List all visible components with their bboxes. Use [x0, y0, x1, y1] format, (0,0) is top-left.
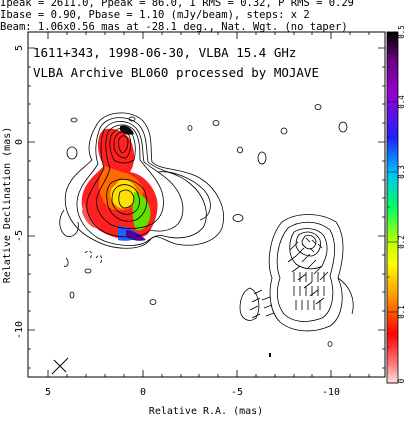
- header-peak-rms: Ipeak = 2611.0, Ppeak = 86.0, I RMS = 0.…: [0, 0, 355, 9]
- colorbar-ticks: [387, 31, 398, 384]
- axis-ticks: [28, 32, 385, 377]
- colorbar-tick-label: 0.1: [397, 305, 406, 319]
- contour-extension-east: [157, 171, 211, 221]
- inset-contour-4: [295, 231, 321, 257]
- y-axis-title: Relative Declination (mas): [2, 127, 13, 284]
- inset-contour-west: [239, 287, 260, 321]
- small-mark: [269, 353, 271, 357]
- beam-cross-marker: [51, 357, 69, 375]
- colorbar-tick-label: 0.4: [397, 95, 406, 109]
- contour-jet-3: [118, 189, 135, 209]
- plot-frame: [27, 31, 386, 378]
- inset-contour-tail: [337, 277, 354, 315]
- map-content: [51, 104, 354, 375]
- colorbar-tick-label: 0: [397, 378, 406, 383]
- polarization-colour-patch: [81, 125, 158, 241]
- contour-level-2: [76, 117, 207, 246]
- polarization-inset: [239, 214, 354, 332]
- contour-jet-1: [106, 178, 148, 222]
- contour-core-3: [118, 135, 129, 154]
- contour-level-4: [96, 124, 164, 229]
- total-intensity-contours: [59, 112, 224, 249]
- x-tick-label: 0: [140, 387, 146, 398]
- x-tick-label: -10: [322, 387, 340, 398]
- inset-contour-1: [268, 214, 344, 332]
- pol-region-green: [132, 192, 151, 231]
- contour-core-1: [109, 127, 136, 164]
- y-tick-label: 5: [14, 45, 25, 51]
- contour-jet-2: [111, 184, 140, 215]
- contour-level-3: [86, 121, 184, 238]
- header-beam: Beam: 1.06x0.56 mas at -28.1 deg., Nat. …: [0, 21, 348, 33]
- contour-level-1: [64, 112, 224, 249]
- colorbar-tick-label: 0.3: [397, 165, 406, 179]
- pol-region-violet: [126, 230, 146, 241]
- pol-region-red-edge: [82, 200, 100, 229]
- x-axis-title: Relative R.A. (mas): [149, 406, 263, 417]
- colorbar: [386, 31, 399, 384]
- colorbar-tick-label: 0.5: [397, 25, 406, 39]
- x-tick-label: -5: [231, 387, 243, 398]
- y-tick-label: 0: [14, 139, 25, 145]
- header-base-steps: Ibase = 0.90, Pbase = 1.10 (mJy/beam), s…: [0, 9, 310, 21]
- noise-contours: [63, 104, 348, 347]
- polarization-vectors: [249, 237, 329, 319]
- y-tick-label: -10: [14, 321, 25, 339]
- colorbar-tick-label: 0.2: [397, 235, 406, 249]
- plot-title-line1: 1611+343, 1998-06-30, VLBA 15.4 GHz: [33, 45, 296, 60]
- y-tick-label: -5: [14, 230, 25, 242]
- contour-core-2: [113, 131, 132, 159]
- contour-west-lobe: [59, 209, 79, 237]
- x-tick-label: 5: [45, 387, 51, 398]
- inset-contour-2: [276, 221, 335, 322]
- plot-title-line2: VLBA Archive BL060 processed by MOJAVE: [33, 65, 319, 80]
